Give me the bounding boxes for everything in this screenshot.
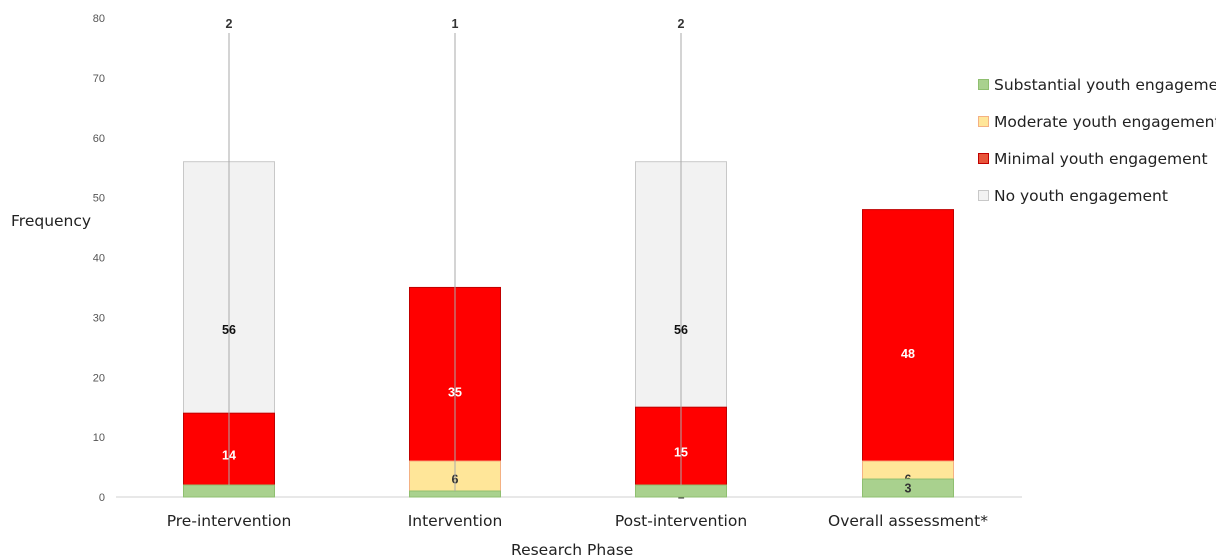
- legend-swatch-none: [978, 190, 989, 201]
- legend-swatch-moderate: [978, 116, 989, 127]
- data-label: 1: [452, 17, 459, 31]
- legend-swatch-substantial: [978, 79, 989, 90]
- legend-label-none: No youth engagement: [994, 186, 1168, 205]
- legend-item-none: No youth engagement: [978, 177, 1216, 214]
- y-tick-label: 80: [93, 13, 105, 25]
- y-tick-label: 20: [93, 372, 105, 384]
- legend-label-moderate: Moderate youth engagement: [994, 112, 1216, 131]
- data-label: 2: [226, 17, 233, 31]
- x-tick-label: Overall assessment*: [828, 512, 988, 530]
- y-tick-label: 30: [93, 312, 105, 324]
- y-tick-label: 70: [93, 73, 105, 85]
- legend-swatch-minimal: [978, 153, 989, 164]
- y-tick-label: 50: [93, 193, 105, 205]
- y-tick-label: 0: [99, 492, 105, 504]
- data-label: 3: [905, 482, 912, 496]
- data-label: 2: [678, 17, 685, 31]
- x-axis-title: Research Phase: [511, 541, 634, 559]
- legend-item-substantial: Substantial youth engagement: [978, 66, 1216, 103]
- bar-segment: [862, 478, 954, 498]
- y-axis-title: Frequency: [11, 212, 92, 230]
- legend: Substantial youth engagement Moderate yo…: [978, 66, 1216, 214]
- x-tick-label: Post-intervention: [615, 512, 747, 530]
- bar-segment: [635, 484, 727, 498]
- legend-item-minimal: Minimal youth engagement: [978, 140, 1216, 177]
- y-tick-label: 10: [93, 432, 105, 444]
- legend-item-moderate: Moderate youth engagement: [978, 103, 1216, 140]
- bar-segment: [409, 490, 501, 498]
- x-tick-label: Pre-intervention: [167, 512, 292, 530]
- bar-segment: [183, 484, 275, 498]
- legend-label-minimal: Minimal youth engagement: [994, 149, 1208, 168]
- x-tick-label: Intervention: [408, 512, 503, 530]
- y-tick-label: 40: [93, 253, 105, 265]
- y-tick-label: 60: [93, 133, 105, 145]
- legend-label-substantial: Substantial youth engagement: [994, 75, 1216, 94]
- data-label: 48: [901, 347, 915, 361]
